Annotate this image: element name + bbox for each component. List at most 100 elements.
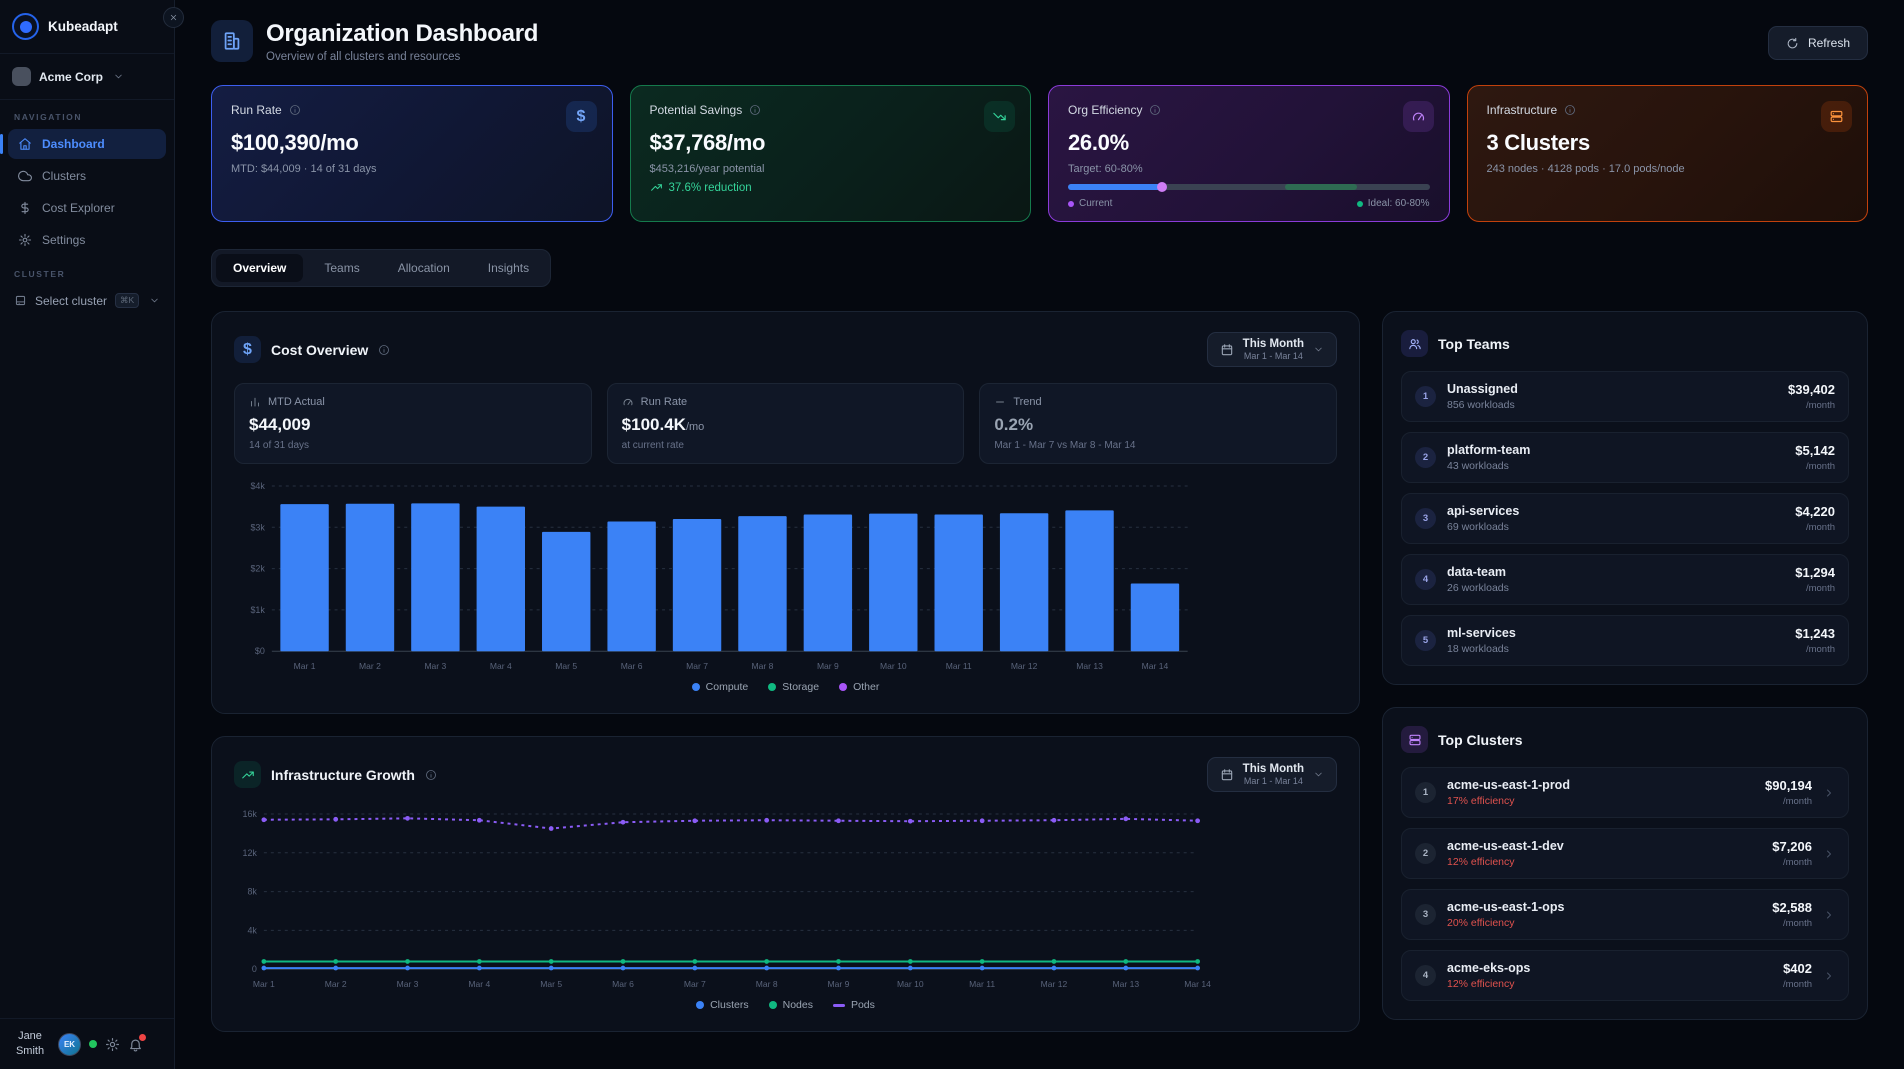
cluster-selector[interactable]: Select cluster ⌘K <box>0 284 174 317</box>
svg-text:Mar 9: Mar 9 <box>817 661 839 671</box>
tab-allocation[interactable]: Allocation <box>381 254 467 282</box>
bar-mar-12[interactable] <box>1000 513 1048 651</box>
bar-mar-14[interactable] <box>1131 583 1179 651</box>
team-row-unassigned[interactable]: 1Unassigned856 workloads$39,402/month <box>1401 371 1849 422</box>
info-icon[interactable] <box>1149 104 1161 116</box>
row-name: platform-team <box>1447 443 1784 457</box>
info-icon[interactable] <box>378 344 390 356</box>
bar-mar-1[interactable] <box>280 504 328 651</box>
top-clusters-panel: Top Clusters 1acme-us-east-1-prod17% eff… <box>1382 707 1868 1020</box>
sidebar-item-label: Dashboard <box>42 137 105 151</box>
org-switcher[interactable]: Acme Corp <box>0 54 174 100</box>
team-row-api-services[interactable]: 3api-services69 workloads$4,220/month <box>1401 493 1849 544</box>
legend-ideal: Ideal: 60-80% <box>1368 198 1430 209</box>
sidebar-item-cost-explorer[interactable]: Cost Explorer <box>8 193 166 223</box>
sidebar-item-clusters[interactable]: Clusters <box>8 161 166 191</box>
sidebar-item-settings[interactable]: Settings <box>8 225 166 255</box>
svg-text:8k: 8k <box>247 887 257 897</box>
users-icon <box>1408 337 1422 351</box>
team-row-platform-team[interactable]: 2platform-team43 workloads$5,142/month <box>1401 432 1849 483</box>
sidebar-item-dashboard[interactable]: Dashboard <box>8 129 166 159</box>
trend-stat: Trend 0.2% Mar 1 - Mar 7 vs Mar 8 - Mar … <box>979 383 1337 464</box>
trending-up-icon <box>241 768 255 782</box>
row-sub: 43 workloads <box>1447 460 1784 472</box>
row-sub: 17% efficiency <box>1447 795 1754 807</box>
bar-mar-2[interactable] <box>346 504 394 651</box>
rank-badge: 3 <box>1415 508 1436 529</box>
row-per: /month <box>1772 857 1812 868</box>
legend-current: Current <box>1079 198 1112 209</box>
row-right: $2,588/month <box>1772 900 1812 929</box>
tab-overview[interactable]: Overview <box>216 254 303 282</box>
info-icon[interactable] <box>289 104 301 116</box>
card-sub: Target: 60-80% <box>1068 163 1430 175</box>
svg-text:$4k: $4k <box>250 481 265 491</box>
bar-mar-8[interactable] <box>738 516 786 651</box>
chevron-down-icon <box>1313 344 1324 355</box>
notifications-icon[interactable] <box>128 1037 143 1052</box>
charts-column: $ Cost Overview This Month Mar 1 - Mar 1… <box>211 311 1360 1032</box>
row-per: /month <box>1788 400 1835 411</box>
row-right: $1,243/month <box>1795 626 1835 655</box>
cluster-row-acme-us-east-1-dev[interactable]: 2acme-us-east-1-dev12% efficiency$7,206/… <box>1401 828 1849 879</box>
legend-label: Other <box>853 681 879 693</box>
chevron-right-icon <box>1823 787 1835 799</box>
bar-mar-10[interactable] <box>869 514 917 652</box>
period-selector[interactable]: This Month Mar 1 - Mar 14 <box>1207 757 1337 792</box>
trending-down-icon <box>984 101 1015 132</box>
cluster-row-acme-us-east-1-prod[interactable]: 1acme-us-east-1-prod17% efficiency$90,19… <box>1401 767 1849 818</box>
dollar-icon: $ <box>566 101 597 132</box>
server-icon <box>1821 101 1852 132</box>
row-per: /month <box>1795 522 1835 533</box>
legend-item-pods: Pods <box>833 999 875 1011</box>
lists-column: Top Teams 1Unassigned856 workloads$39,40… <box>1382 311 1868 1020</box>
team-row-ml-services[interactable]: 5ml-services18 workloads$1,243/month <box>1401 615 1849 666</box>
bar-mar-4[interactable] <box>477 507 525 652</box>
svg-text:Mar 11: Mar 11 <box>969 979 995 989</box>
chevron-right-icon <box>1823 848 1835 860</box>
row-right: $39,402/month <box>1788 382 1835 411</box>
info-icon[interactable] <box>425 769 437 781</box>
tab-insights[interactable]: Insights <box>471 254 546 282</box>
bar-mar-11[interactable] <box>935 514 983 651</box>
cluster-row-acme-eks-ops[interactable]: 4acme-eks-ops12% efficiency$402/month <box>1401 950 1849 1001</box>
bar-mar-9[interactable] <box>804 514 852 651</box>
avatar[interactable]: EK <box>58 1033 81 1056</box>
current-marker-dot <box>1157 182 1167 192</box>
info-icon[interactable] <box>1564 104 1576 116</box>
minus-icon <box>994 396 1006 408</box>
period-selector[interactable]: This Month Mar 1 - Mar 14 <box>1207 332 1337 367</box>
bar-mar-5[interactable] <box>542 532 590 651</box>
bar-mar-6[interactable] <box>607 521 655 651</box>
calendar-icon <box>1220 343 1234 357</box>
infrastructure-growth-panel: Infrastructure Growth This Month Mar 1 -… <box>211 736 1360 1032</box>
chevron-right-icon <box>1823 970 1835 982</box>
bar-mar-7[interactable] <box>673 519 721 651</box>
legend-label: Pods <box>851 999 875 1011</box>
team-row-data-team[interactable]: 4data-team26 workloads$1,294/month <box>1401 554 1849 605</box>
row-per: /month <box>1783 979 1812 990</box>
theme-toggle-icon[interactable] <box>105 1037 120 1052</box>
top-teams-panel: Top Teams 1Unassigned856 workloads$39,40… <box>1382 311 1868 685</box>
bar-mar-13[interactable] <box>1065 510 1113 651</box>
info-icon[interactable] <box>749 104 761 116</box>
bar-mar-3[interactable] <box>411 503 459 651</box>
cluster-row-acme-us-east-1-ops[interactable]: 3acme-us-east-1-ops20% efficiency$2,588/… <box>1401 889 1849 940</box>
refresh-button[interactable]: Refresh <box>1768 26 1868 60</box>
org-avatar <box>12 67 31 86</box>
page-subtitle: Overview of all clusters and resources <box>266 51 538 63</box>
row-price: $5,142 <box>1795 443 1835 458</box>
svg-text:$0: $0 <box>255 646 265 656</box>
rank-badge: 4 <box>1415 965 1436 986</box>
nav-list: Dashboard ClustersCost ExplorerSettings <box>0 127 174 257</box>
row-sub: 12% efficiency <box>1447 978 1772 990</box>
tab-teams[interactable]: Teams <box>307 254 376 282</box>
card-sub: 243 nodes · 4128 pods · 17.0 pods/node <box>1487 163 1849 175</box>
svg-text:Mar 4: Mar 4 <box>490 661 512 671</box>
sidebar-collapse-button[interactable] <box>163 7 184 28</box>
row-price: $1,294 <box>1795 565 1835 580</box>
gauge-icon <box>622 396 634 408</box>
period-label: This Month <box>1243 763 1304 775</box>
row-main: ml-services18 workloads <box>1447 626 1784 655</box>
sidebar: Kubeadapt Acme Corp NAVIGATION Dashboard… <box>0 0 175 1069</box>
